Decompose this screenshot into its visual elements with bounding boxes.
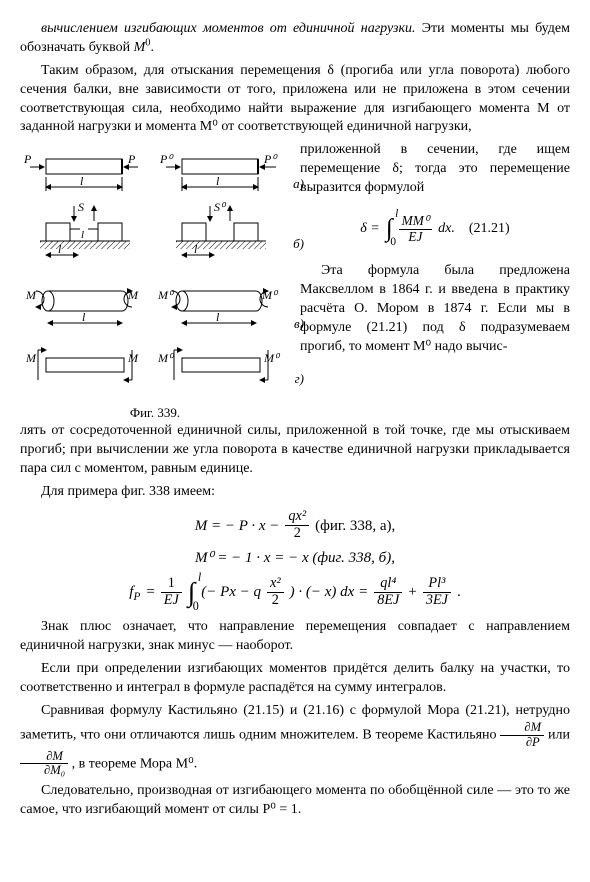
f2d: EJ	[161, 593, 182, 609]
p7c: , в теореме Мора M⁰.	[72, 756, 198, 771]
eq3eq: =	[146, 582, 154, 602]
eq1a: M = − P · x −	[195, 516, 280, 536]
frac-dMdP: ∂M ∂P	[500, 721, 544, 750]
formula-21-21: δ = ∫ l 0 MM⁰ EJ dx. (21.21)	[300, 212, 570, 246]
f1n: qx²	[285, 509, 309, 526]
row-label-g: г)	[295, 370, 304, 388]
svg-text:M: M	[25, 351, 37, 365]
paragraph-7: Сравнивая формулу Кастильяно (21.15) и (…	[20, 702, 570, 778]
svg-text:l: l	[82, 310, 86, 324]
row-label-a: а)	[293, 175, 304, 193]
frac-dMdM0: ∂M ∂M₀	[20, 750, 68, 779]
svg-text:l: l	[81, 229, 84, 241]
paragraph-5: Знак плюс означает, что направление пере…	[20, 618, 570, 656]
eq2: M⁰ = − 1 · x = − x (фиг. 338, б),	[195, 548, 395, 568]
f6d: ∂P	[500, 736, 544, 750]
figure-339-svg: P P l P⁰ P⁰ l	[20, 145, 290, 400]
eq3end: .	[457, 582, 461, 602]
figure-wrap-block: а) б) в) г) P P l	[20, 141, 570, 426]
paragraph-3-cont: лять от сосредоточенной единичной силы, …	[20, 422, 570, 479]
eq-fp: fP = 1 EJ ∫ l 0 (− Px − q x² 2 ) · (− x)…	[20, 574, 570, 610]
eq-dx: dx.	[438, 220, 455, 239]
svg-text:M⁰: M⁰	[157, 288, 175, 302]
frac-1-EJ: 1 EJ	[161, 576, 182, 608]
svg-text:l: l	[80, 174, 84, 188]
eq3plus: +	[408, 582, 416, 602]
eq-number: (21.21)	[469, 220, 510, 239]
paragraph-6: Если при определении изгибающих моментов…	[20, 660, 570, 698]
frac-qx2: qx² 2	[285, 509, 309, 541]
fp-sub: P	[133, 591, 140, 603]
frac-Pl3: Pl³ 3EJ	[423, 576, 451, 608]
svg-text:P: P	[127, 152, 136, 166]
formula-block: M = − P · x − qx² 2 (фиг. 338, а), M⁰ = …	[20, 509, 570, 610]
f6n: ∂M	[500, 721, 544, 736]
frac-mm0-ej: MM⁰ EJ	[399, 214, 432, 244]
svg-text:P⁰: P⁰	[159, 152, 174, 166]
frac-den: EJ	[399, 230, 432, 245]
f5n: Pl³	[423, 576, 451, 593]
frac-x2-2: x² 2	[267, 576, 284, 608]
f2n: 1	[161, 576, 182, 593]
row-label-b: б)	[293, 235, 304, 253]
int2-upper: l	[198, 569, 201, 585]
svg-text:M: M	[127, 351, 139, 365]
row-label-v: в)	[294, 315, 304, 333]
svg-text:M⁰: M⁰	[263, 351, 281, 365]
f4n: ql⁴	[374, 576, 402, 593]
eq-M0: M⁰ = − 1 · x = − x (фиг. 338, б),	[20, 548, 570, 568]
int-lower: 0	[390, 235, 396, 250]
f3d: 2	[267, 593, 284, 609]
eq3lhs: fP	[129, 582, 140, 602]
t1d: .	[151, 40, 155, 55]
eq-M: M = − P · x − qx² 2 (фиг. 338, а),	[20, 509, 570, 541]
integral-icon: ∫ l 0	[386, 212, 393, 246]
paragraph-2: Таким образом, для отыскания перемещения…	[20, 62, 570, 138]
sym-M: M	[134, 40, 146, 55]
p7b: или	[548, 728, 570, 743]
f4d: 8EJ	[374, 593, 402, 609]
int2-lower: 0	[193, 598, 199, 614]
svg-text:M: M	[25, 288, 37, 302]
paragraph-8: Следовательно, производная от изгибающег…	[20, 782, 570, 820]
svg-text:M⁰: M⁰	[157, 351, 175, 365]
f3n: x²	[267, 576, 284, 593]
svg-text:l: l	[216, 310, 220, 324]
paragraph-1: вычислением изгибающих моментов от едини…	[20, 20, 570, 58]
svg-text:S⁰: S⁰	[214, 200, 227, 214]
integral-2-icon: ∫ l 0	[188, 574, 195, 610]
svg-text:M: M	[127, 288, 139, 302]
svg-text:S: S	[78, 200, 84, 214]
eq3mid: (− Px − q	[201, 582, 261, 602]
f7d: ∂M₀	[20, 764, 68, 778]
frac-num: MM⁰	[399, 214, 432, 230]
svg-text:l: l	[216, 174, 220, 188]
figure-339: а) б) в) г) P P l	[20, 145, 290, 422]
italic-open: вычислением изгибающих моментов от едини…	[41, 21, 416, 36]
f7n: ∂M	[20, 750, 68, 765]
eq3mid2: ) · (− x) dx =	[290, 582, 369, 602]
svg-text:P⁰: P⁰	[263, 152, 278, 166]
eq-delta: δ =	[360, 220, 379, 239]
eq1b: (фиг. 338, а),	[315, 516, 395, 536]
svg-text:P: P	[23, 152, 32, 166]
int-upper: l	[395, 207, 398, 222]
f5d: 3EJ	[423, 593, 451, 609]
paragraph-4: Для примера фиг. 338 имеем:	[20, 483, 570, 502]
p7a: Сравнивая формулу Кастильяно (21.15) и (…	[20, 703, 570, 742]
frac-ql4: ql⁴ 8EJ	[374, 576, 402, 608]
svg-text:M⁰: M⁰	[261, 288, 279, 302]
figure-caption: Фиг. 339.	[20, 404, 290, 422]
f1d: 2	[285, 526, 309, 542]
